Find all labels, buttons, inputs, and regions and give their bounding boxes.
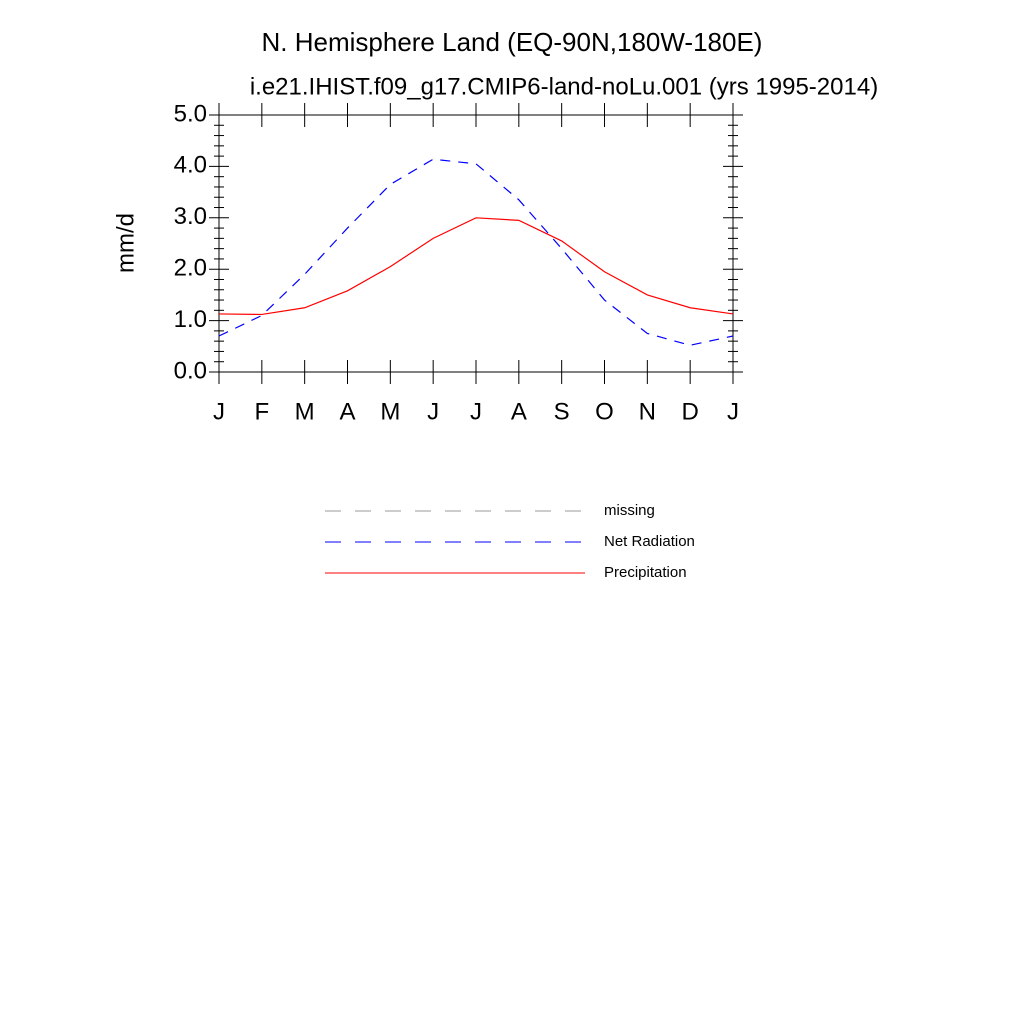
x-tick-label: O [595, 398, 614, 425]
y-tick-label: 3.0 [174, 203, 207, 230]
data-line [218, 217, 734, 316]
x-tick-label: A [511, 398, 527, 425]
legend-label: Net Radiation [604, 533, 695, 550]
legend-label: Precipitation [604, 564, 687, 581]
y-tick-label: 5.0 [174, 100, 207, 127]
x-tick-label: J [727, 398, 739, 425]
y-axis-label: mm/d [112, 213, 139, 273]
x-tick-label: N [639, 398, 656, 425]
y-tick-label: 0.0 [174, 357, 207, 384]
x-tick-label: M [380, 398, 400, 425]
x-tick-label: J [213, 398, 225, 425]
chart-subtitle: i.e21.IHIST.f09_g17.CMIP6-land-noLu.001 … [250, 73, 878, 100]
x-tick-label: M [295, 398, 315, 425]
data-line [218, 158, 734, 346]
plot-frame [218, 114, 734, 373]
legend-label: missing [604, 502, 655, 519]
x-tick-label: J [427, 398, 439, 425]
x-tick-label: F [254, 398, 269, 425]
y-tick-label: 2.0 [174, 255, 207, 282]
chart-title: N. Hemisphere Land (EQ-90N,180W-180E) [262, 27, 763, 57]
y-tick-label: 1.0 [174, 306, 207, 333]
x-tick-label: S [554, 398, 570, 425]
y-tick-label: 4.0 [174, 152, 207, 179]
x-tick-label: A [339, 398, 355, 425]
x-tick-label: D [681, 398, 698, 425]
x-tick-label: J [470, 398, 482, 425]
